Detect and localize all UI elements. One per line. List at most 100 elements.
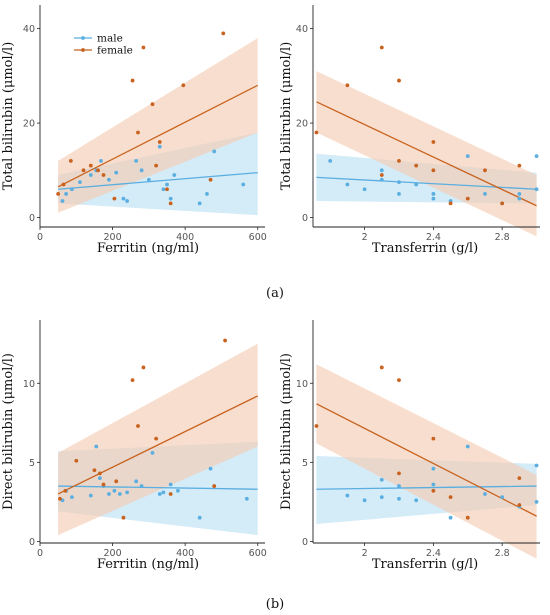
data-point-female <box>379 45 384 50</box>
panel-label: (a) <box>266 286 284 301</box>
data-point-male <box>125 490 129 495</box>
x-axis-title: Transferrin (g/l) <box>372 557 478 572</box>
data-point-female <box>397 78 401 83</box>
data-point-female <box>448 201 453 206</box>
data-point-female <box>431 436 436 441</box>
x-axis-title: Transferrin (g/l) <box>372 241 478 256</box>
y-tick-label: 20 <box>296 119 308 130</box>
data-point-male <box>64 192 69 196</box>
data-point-male <box>139 484 144 488</box>
data-point-female <box>517 476 522 481</box>
x-tick-label: 200 <box>104 232 122 243</box>
data-point-female <box>379 173 384 177</box>
data-point-male <box>168 196 173 201</box>
data-point-male <box>483 492 487 496</box>
data-point-male <box>379 477 384 482</box>
data-point-male <box>88 173 93 177</box>
data-point-male <box>483 192 487 196</box>
data-point-male <box>397 484 401 488</box>
y-tick-label: 40 <box>23 24 35 35</box>
data-point-male <box>172 173 177 177</box>
data-point-female <box>465 515 470 520</box>
x-tick-label: 400 <box>176 548 194 559</box>
data-point-female <box>130 378 135 382</box>
data-point-female <box>483 168 487 173</box>
x-tick-label: 2.8 <box>495 232 510 243</box>
data-point-male <box>88 493 93 498</box>
data-point-female <box>431 168 436 173</box>
x-tick-label: 0 <box>37 232 43 243</box>
data-point-male <box>134 158 139 163</box>
data-point-male <box>94 444 99 449</box>
data-point-male <box>414 182 419 187</box>
data-point-female <box>68 158 73 163</box>
data-point-male <box>431 466 436 471</box>
y-tick-label: 5 <box>302 458 308 469</box>
data-point-female <box>97 471 102 476</box>
x-tick-label: 400 <box>176 232 194 243</box>
data-point-female <box>500 201 505 206</box>
data-point-female <box>154 163 159 168</box>
data-point-female <box>136 130 140 135</box>
data-point-female <box>114 479 119 484</box>
data-point-male <box>114 170 119 175</box>
data-point-female <box>56 192 61 196</box>
chart-panel-3: 0 200 400 600 0 5 10 Ferritin (ng/ml) Direct bil… <box>1 320 267 572</box>
data-point-male <box>431 482 436 487</box>
data-point-female <box>181 83 186 88</box>
data-point-female <box>212 484 217 488</box>
y-tick-label: 0 <box>29 213 35 224</box>
data-point-male <box>414 498 419 503</box>
data-point-female <box>379 365 384 370</box>
data-point-female <box>448 495 453 500</box>
data-point-male <box>139 168 144 173</box>
data-point-male <box>107 492 111 496</box>
data-point-female <box>397 158 401 163</box>
data-point-female <box>141 45 146 50</box>
chart-panel-2: 2 2.4 2.8 0 20 40 Transferrin (g/l) Total bilir… <box>279 5 540 256</box>
data-point-female <box>397 378 401 382</box>
data-point-female <box>314 424 319 428</box>
data-point-male <box>362 187 367 192</box>
x-tick-label: 2 <box>362 232 368 243</box>
data-point-male <box>534 463 539 468</box>
data-point-male <box>157 144 162 149</box>
data-point-female <box>58 496 62 501</box>
data-point-male <box>150 450 155 455</box>
y-tick-label: 10 <box>296 379 308 390</box>
data-point-male <box>161 187 166 192</box>
data-point-female <box>221 31 226 36</box>
y-tick-label: 20 <box>23 119 35 130</box>
data-point-male <box>78 180 82 185</box>
data-point-female <box>141 365 146 370</box>
data-point-male <box>146 177 151 182</box>
data-point-male <box>431 196 436 201</box>
data-point-male <box>379 177 384 182</box>
data-point-female <box>63 488 68 493</box>
confidence-band-female <box>316 364 537 559</box>
data-point-male <box>161 490 166 495</box>
data-point-male <box>197 201 202 206</box>
data-point-male <box>517 196 522 201</box>
data-point-male <box>168 482 173 487</box>
data-point-male <box>165 182 169 187</box>
x-tick-label: 0 <box>37 548 43 559</box>
data-point-male <box>517 192 522 196</box>
confidence-band-female <box>58 38 258 213</box>
data-point-male <box>117 492 122 496</box>
fit-line-male <box>316 176 537 190</box>
chart-panel-1: 0 200 400 600 0 20 40 Ferritin (ng/ml) Total bil… <box>1 5 267 256</box>
data-point-male <box>345 182 350 187</box>
data-point-male <box>134 479 139 484</box>
data-point-male <box>345 493 350 498</box>
data-point-female <box>130 78 135 83</box>
data-point-female <box>157 140 162 144</box>
fit-line-female <box>316 403 537 517</box>
data-point-female <box>92 468 97 473</box>
fit-line-female <box>57 395 259 495</box>
data-point-male <box>212 149 217 154</box>
data-point-male <box>197 515 202 520</box>
y-axis-title: Direct bilirubin (μmol/l) <box>1 353 16 510</box>
data-point-female <box>154 436 159 441</box>
